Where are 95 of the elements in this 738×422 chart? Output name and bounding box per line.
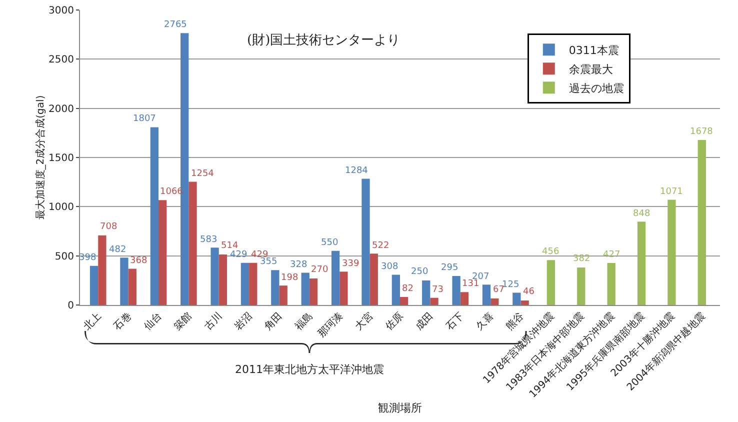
- x-tick-label: 佐原: [384, 310, 406, 333]
- data-label: 550: [321, 238, 338, 248]
- data-label: 456: [542, 247, 560, 257]
- bar: [546, 260, 556, 305]
- bar: [210, 248, 219, 305]
- x-tick-label: 仙台: [142, 310, 164, 333]
- bar: [340, 272, 348, 305]
- x-tick-label: 岩沼: [232, 310, 255, 333]
- data-label: 482: [109, 245, 126, 255]
- x-tick-label: 古川: [202, 310, 225, 333]
- y-tick-label: 500: [54, 251, 74, 262]
- bar: [98, 235, 106, 305]
- bar: [301, 272, 310, 305]
- data-label: 2765: [164, 20, 187, 30]
- bar: [309, 278, 318, 305]
- bar: [120, 258, 128, 305]
- data-label: 1071: [660, 187, 683, 197]
- data-label: 522: [372, 241, 390, 251]
- bar: [188, 182, 197, 305]
- bar: [249, 262, 258, 305]
- bar: [400, 296, 408, 305]
- bar: [482, 284, 491, 305]
- bar: [370, 254, 378, 305]
- legend-label: 0311本震: [568, 44, 619, 57]
- bar: [392, 274, 400, 305]
- legend-label: 過去の地震: [568, 82, 624, 95]
- bar: [698, 140, 706, 305]
- y-tick-label: 0: [68, 300, 74, 312]
- data-label: 339: [342, 259, 360, 269]
- bar: [218, 254, 228, 305]
- annotation: (財)国土技術センターより: [247, 33, 400, 48]
- bar: [512, 292, 521, 305]
- y-tick-label: 2000: [48, 104, 74, 115]
- data-label: 708: [100, 222, 118, 232]
- bar: [637, 222, 646, 305]
- y-tick-label: 2500: [48, 54, 74, 66]
- data-label: 250: [411, 267, 428, 277]
- bar: [180, 33, 189, 305]
- x-tick-label: 福島: [292, 310, 316, 333]
- x-tick-label: 角田: [262, 310, 285, 333]
- x-tick-label: 那珂湊: [316, 310, 346, 340]
- bar: [607, 263, 616, 305]
- legend-label: 余震最大: [568, 62, 613, 76]
- bar: [331, 250, 340, 305]
- bar: [452, 276, 460, 305]
- data-label: 125: [502, 280, 520, 290]
- data-label: 1678: [690, 127, 714, 137]
- y-tick-label: 3000: [48, 6, 74, 16]
- data-label: 82: [402, 284, 414, 294]
- data-label: 328: [290, 260, 308, 270]
- data-label: 514: [221, 241, 238, 251]
- x-tick-label: 大宮: [352, 310, 376, 333]
- bar: [279, 286, 288, 305]
- y-tick-label: 1000: [48, 202, 74, 214]
- x-tick-label: 久喜: [474, 310, 496, 333]
- bar: [150, 127, 158, 305]
- bar: [271, 270, 280, 305]
- bar: [520, 300, 529, 305]
- data-label: 67: [493, 285, 504, 295]
- bar: [158, 200, 167, 305]
- data-label: 295: [441, 263, 458, 273]
- bar: [240, 262, 250, 305]
- x-tick-label: 熊谷: [504, 310, 526, 333]
- text: 2011年東北地方太平洋沖地震: [235, 363, 384, 376]
- x-tick-label: 築館: [172, 310, 194, 333]
- data-label: 583: [200, 235, 218, 245]
- bar: [430, 298, 438, 305]
- x-tick-label: 石巻: [111, 310, 134, 333]
- bar: [128, 268, 136, 305]
- data-label: 1807: [133, 114, 156, 124]
- x-tick-label: 北上: [81, 310, 104, 333]
- bar: [422, 280, 430, 305]
- data-label: 368: [130, 256, 148, 266]
- bar: [577, 267, 586, 305]
- bar: [668, 200, 676, 305]
- bar: [362, 178, 370, 305]
- bar: [460, 292, 469, 305]
- data-label: 1254: [191, 169, 214, 179]
- data-label: 131: [462, 279, 480, 289]
- x-tick-label: 成田: [413, 310, 436, 333]
- data-label: 198: [281, 273, 298, 283]
- x-tick-label: 石下: [444, 310, 466, 333]
- data-label: 355: [260, 257, 278, 267]
- y-axis-title: 最大加速度_2成分合成(gal): [34, 95, 47, 220]
- y-tick-label: 1500: [48, 153, 74, 164]
- data-label: 270: [311, 265, 328, 275]
- x-axis-title: 観測場所: [378, 401, 422, 414]
- bar: [90, 266, 98, 305]
- bar: [490, 298, 499, 305]
- data-label: 1284: [345, 166, 368, 176]
- data-label: 46: [523, 287, 535, 297]
- data-label: 848: [633, 209, 650, 219]
- data-label: 73: [432, 285, 444, 295]
- data-label: 308: [381, 262, 398, 272]
- data-label: 382: [573, 254, 590, 264]
